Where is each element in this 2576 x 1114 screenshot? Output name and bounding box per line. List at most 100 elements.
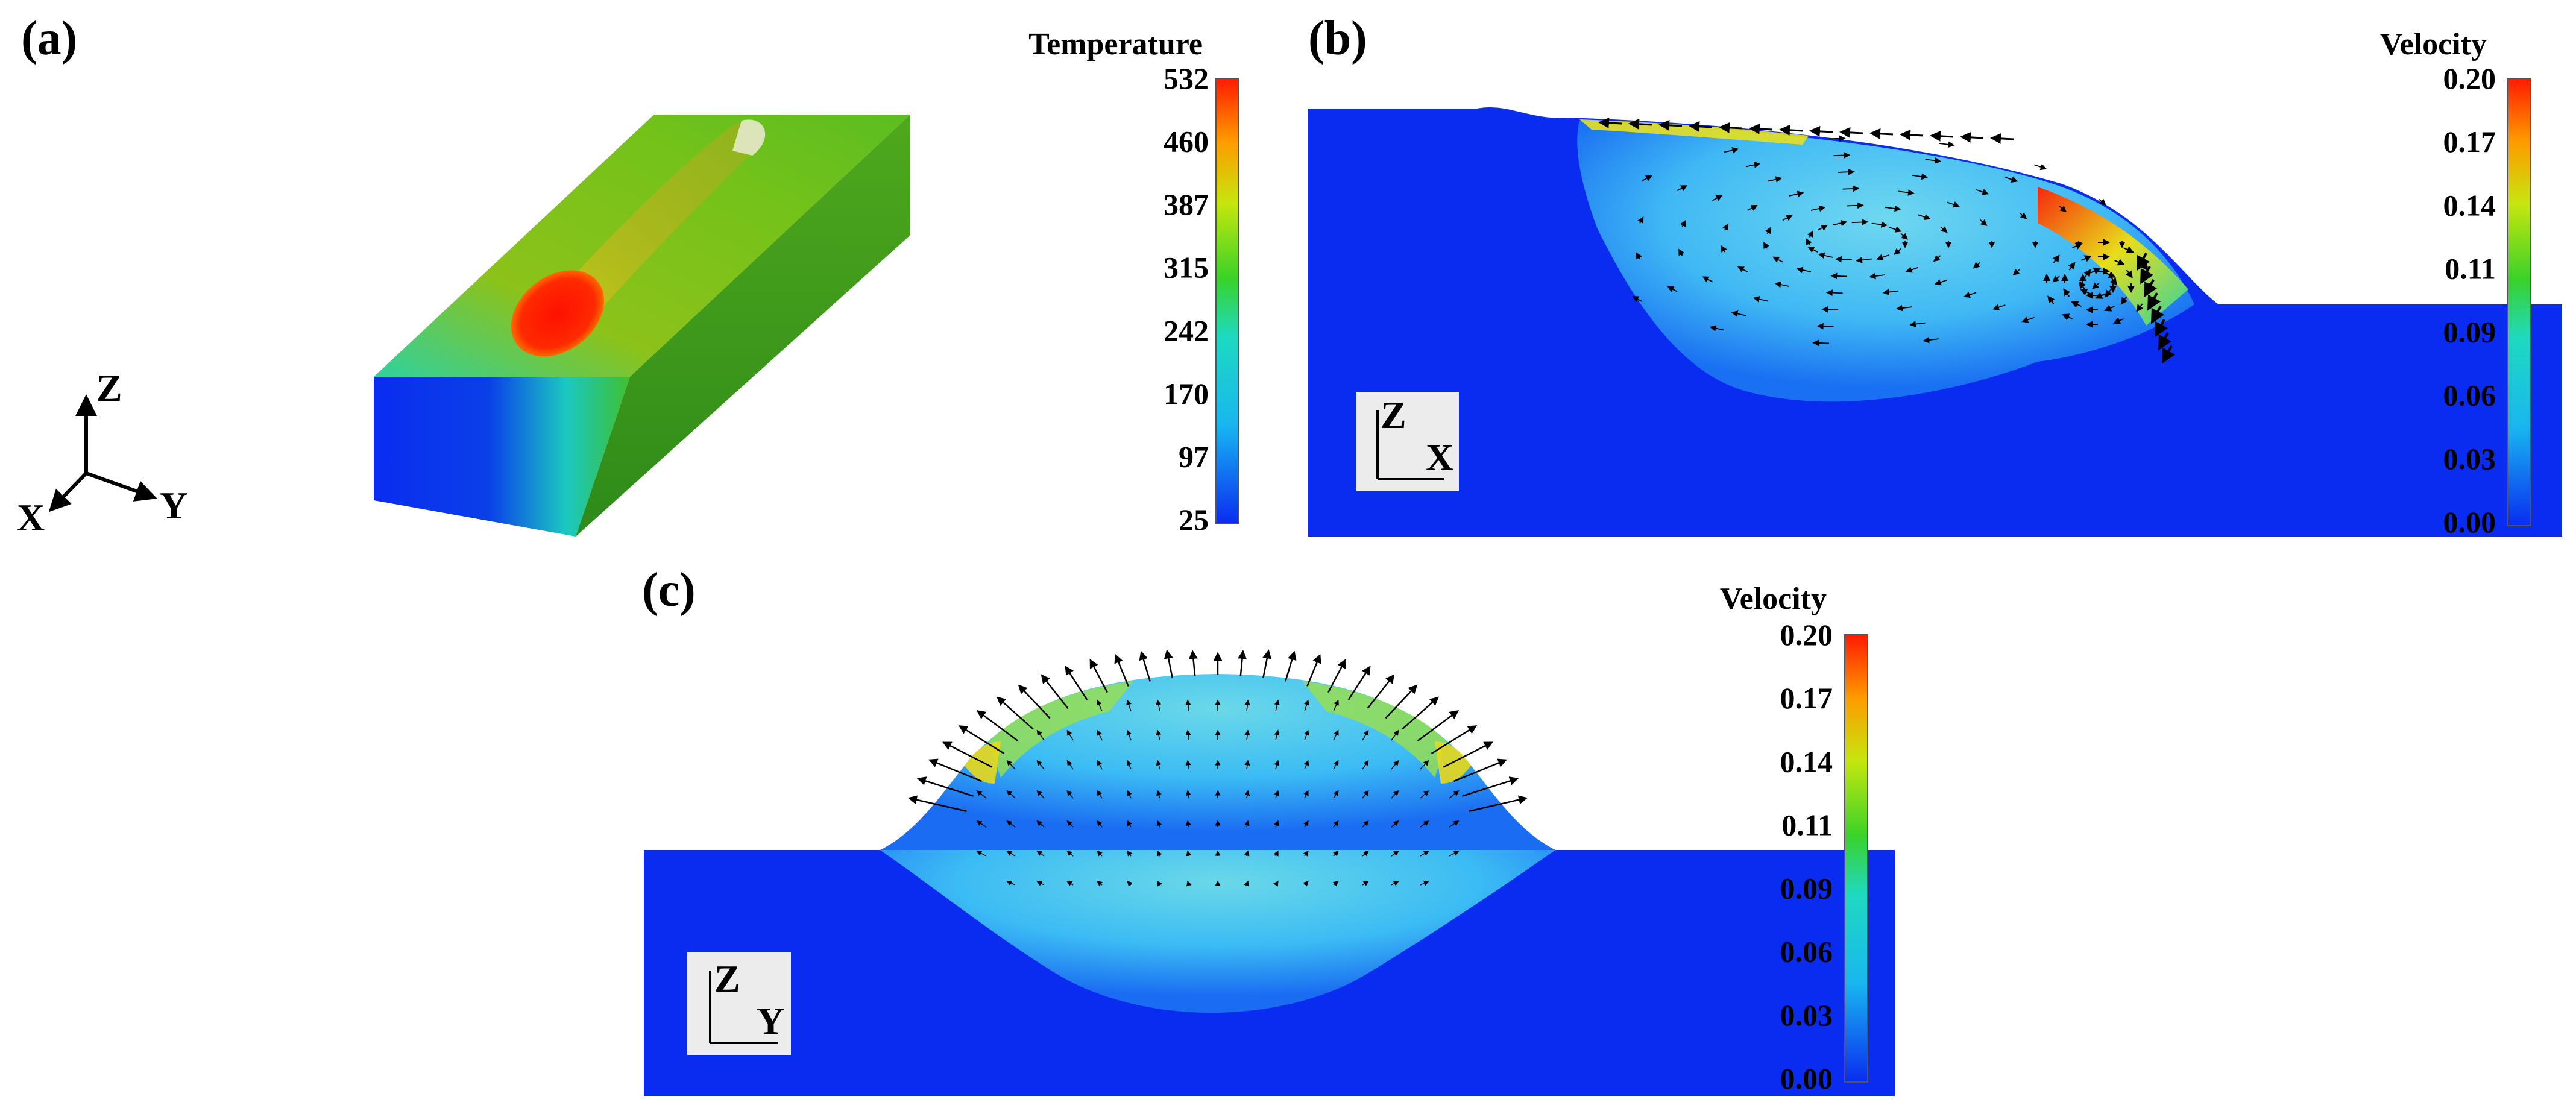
velocity-arrow bbox=[1658, 119, 1683, 131]
velocity-arrow bbox=[1721, 245, 1727, 253]
velocity-arrow bbox=[1825, 289, 1843, 297]
colorbar-a-tick: 25 bbox=[1179, 503, 1209, 537]
velocity-arrow bbox=[1097, 881, 1103, 887]
velocity-arrow bbox=[1782, 215, 1793, 221]
velocity-arrow bbox=[1097, 790, 1103, 799]
velocity-arrow bbox=[976, 851, 987, 857]
velocity-arrow bbox=[1273, 820, 1279, 828]
axes-box-b-horizontal: X bbox=[1426, 436, 1453, 479]
velocity-arrow bbox=[1779, 124, 1803, 136]
velocity-arrow bbox=[1391, 851, 1399, 857]
velocity-arrow bbox=[1905, 266, 1919, 273]
colorbar-c-tick: 0.03 bbox=[1780, 998, 1833, 1032]
panel-b: (b) Z X Velocity 0.20 0.17 0.14 0.11 0.09 0.0… bbox=[1308, 12, 2562, 539]
velocity-arrow bbox=[1097, 699, 1103, 712]
velocity-arrow bbox=[976, 820, 987, 828]
velocity-arrow bbox=[1333, 850, 1339, 857]
velocity-arrow bbox=[2072, 242, 2083, 250]
velocity-arrow bbox=[1066, 760, 1074, 770]
velocity-arrow bbox=[976, 790, 987, 799]
velocity-arrow bbox=[1918, 213, 1931, 221]
colorbar-a-gradient bbox=[1215, 78, 1239, 524]
velocity-arrow bbox=[1157, 880, 1162, 887]
velocity-arrow bbox=[2109, 277, 2117, 286]
velocity-arrow bbox=[1923, 336, 1939, 344]
velocity-arrow bbox=[1186, 820, 1191, 828]
velocity-arrow bbox=[1097, 850, 1103, 857]
velocity-arrow bbox=[1362, 820, 1369, 828]
velocity-arrow bbox=[976, 710, 1019, 741]
melt-pool-c-lower bbox=[880, 850, 1555, 1013]
velocity-arrow bbox=[997, 696, 1034, 730]
velocity-arrow bbox=[1420, 820, 1429, 828]
velocity-arrow bbox=[1157, 850, 1162, 857]
velocity-arrow bbox=[1185, 790, 1191, 799]
velocity-arrow bbox=[1833, 152, 1851, 159]
velocity-arrow bbox=[1789, 190, 1804, 198]
colorbar-c-title: Velocity bbox=[1720, 582, 1827, 616]
velocity-arrow bbox=[1724, 147, 1739, 154]
velocity-arrow bbox=[1006, 851, 1016, 857]
colorbar-c-tick: 0.20 bbox=[1780, 618, 1833, 652]
velocity-arrow bbox=[1807, 247, 1818, 253]
block-side-face bbox=[576, 115, 910, 537]
velocity-arrow bbox=[1980, 219, 1988, 227]
velocity-arrow bbox=[1303, 729, 1309, 741]
velocity-arrow bbox=[1747, 205, 1758, 211]
velocity-arrow bbox=[1774, 281, 1790, 288]
velocity-arrow bbox=[1431, 725, 1478, 755]
velocity-arrow bbox=[1810, 205, 1826, 212]
velocity-arrow bbox=[1767, 176, 1783, 183]
colorbar-c-tick: 0.09 bbox=[1780, 872, 1833, 905]
velocity-arrow bbox=[1006, 880, 1016, 886]
velocity-arrow bbox=[1097, 729, 1103, 741]
velocity-arrow bbox=[1244, 790, 1250, 799]
colorbar-a-ticks: 532 460 387 315 242 170 97 25 bbox=[1164, 61, 1209, 537]
velocity-arrow bbox=[1818, 252, 1833, 259]
colorbar-a-tick: 532 bbox=[1164, 61, 1209, 95]
velocity-arrow bbox=[1938, 141, 1955, 148]
velocity-arrow bbox=[1362, 760, 1369, 770]
velocity-arrow bbox=[1898, 189, 1915, 196]
velocity-arrow bbox=[1306, 653, 1321, 687]
velocity-arrow bbox=[1637, 216, 1644, 224]
velocity-arrow bbox=[1274, 699, 1280, 712]
velocity-arrow bbox=[1333, 760, 1339, 770]
velocity-arrow bbox=[1391, 881, 1399, 886]
velocity-arrow bbox=[1185, 729, 1191, 741]
velocity-arrow bbox=[1745, 162, 1761, 168]
velocity-arrow bbox=[1156, 729, 1162, 741]
velocity-arrow bbox=[1990, 133, 2014, 144]
velocity-arrow bbox=[1156, 699, 1162, 712]
velocity-arrow bbox=[1385, 684, 1418, 719]
velocity-arrow bbox=[1731, 310, 1746, 317]
velocity-arrow bbox=[1712, 195, 1723, 201]
velocity-arrow bbox=[1244, 760, 1250, 770]
velocity-arrow bbox=[2021, 316, 2035, 323]
velocity-arrow bbox=[2151, 306, 2165, 324]
velocity-arrow bbox=[1702, 276, 1713, 283]
velocity-arrow bbox=[1036, 790, 1045, 799]
panel-b-label: (b) bbox=[1308, 12, 1367, 65]
velocity-arrow bbox=[1333, 790, 1339, 799]
velocity-arrow bbox=[1856, 257, 1872, 263]
velocity-arrow bbox=[1689, 121, 1713, 132]
velocity-arrow bbox=[1832, 219, 1848, 227]
velocity-arrow bbox=[1274, 729, 1280, 741]
velocity-arrow bbox=[1737, 266, 1748, 272]
velocity-arrow bbox=[1127, 850, 1133, 857]
velocity-arrow bbox=[1796, 266, 1812, 274]
velocity-arrow bbox=[2104, 304, 2115, 312]
velocity-arrow bbox=[1036, 729, 1045, 741]
velocity-arrow bbox=[1628, 118, 1652, 130]
velocity-arrow bbox=[1632, 296, 1643, 303]
velocity-arrow bbox=[1752, 296, 1768, 303]
velocity-arrow bbox=[1828, 135, 1846, 142]
velocity-arrow bbox=[1821, 306, 1839, 313]
velocity-arrow bbox=[1812, 339, 1830, 347]
colorbar-b-tick: 0.20 bbox=[2443, 61, 2496, 95]
velocity-arrow bbox=[1362, 851, 1369, 857]
colorbar-c-tick: 0.17 bbox=[1780, 681, 1833, 715]
velocity-arrow bbox=[1900, 129, 1924, 140]
velocity-arrow bbox=[1449, 820, 1460, 828]
